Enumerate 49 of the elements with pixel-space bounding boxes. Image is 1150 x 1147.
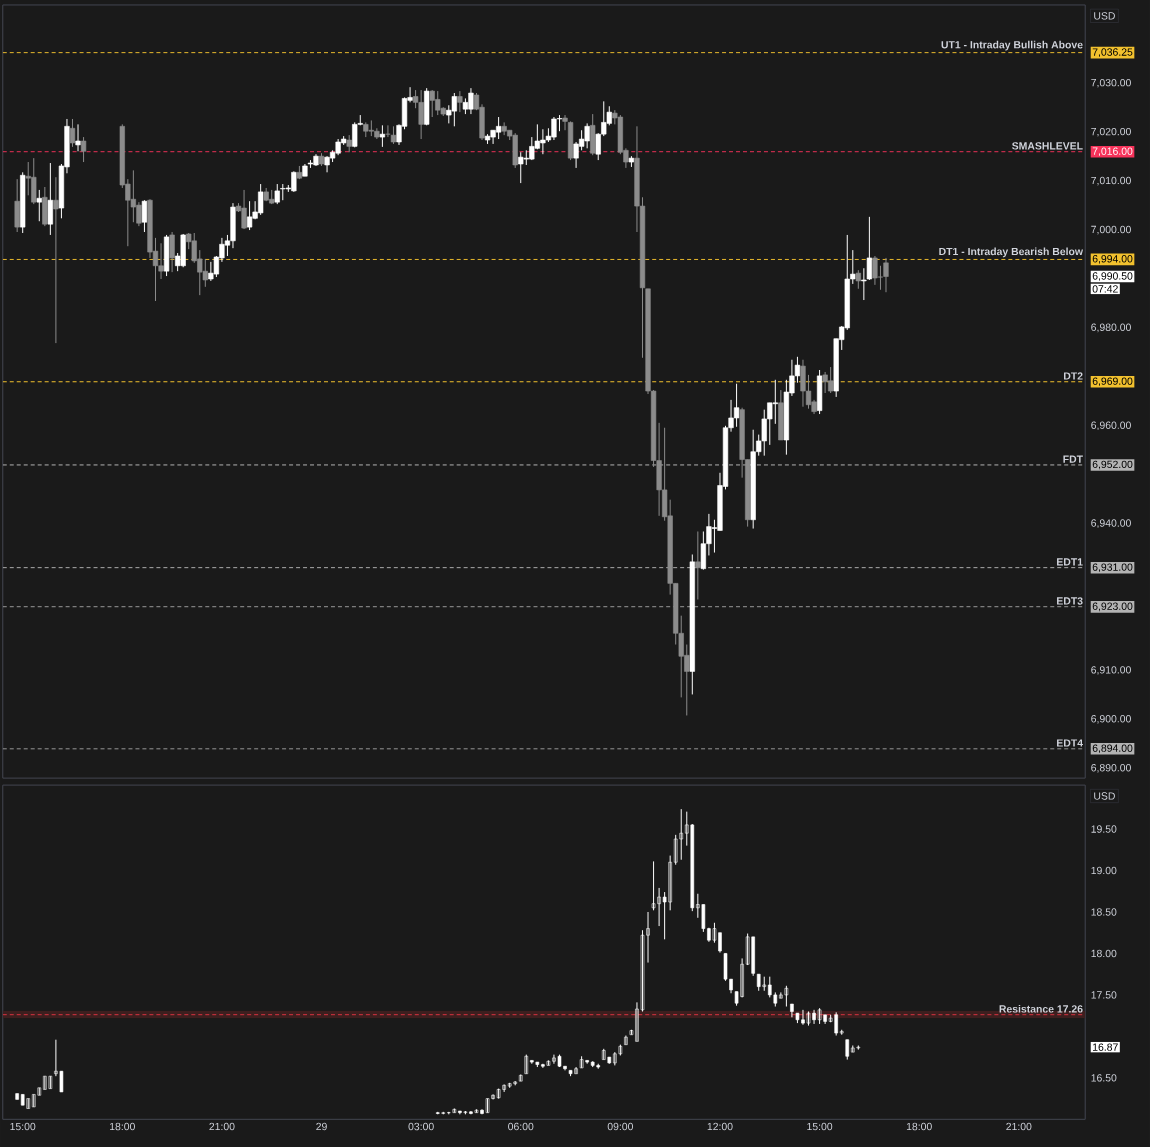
x-tick-label: 03:00 (408, 1122, 434, 1131)
ref-line-label: EDT3 (1057, 597, 1083, 605)
x-tick-label: 18:00 (110, 1122, 135, 1131)
x-tick-label: 15:00 (807, 1122, 833, 1131)
ref-line-label: UT1 - Intraday Bullish Above (941, 40, 1083, 51)
y-tick-label: 19.50 (1091, 825, 1117, 833)
y-tick-label: 6,931.00 (1092, 563, 1133, 572)
y-tick-label: 18.50 (1091, 908, 1117, 916)
y-tick-label: 7,030.00 (1091, 78, 1131, 88)
y-tick-label: 6,900.00 (1091, 714, 1131, 724)
y-tick-label: 19.00 (1091, 866, 1117, 875)
y-tick-label: 6,890.00 (1091, 763, 1131, 773)
text: 07:42 (1092, 285, 1118, 293)
y-tick-label: 6,923.00 (1092, 602, 1133, 612)
x-tick-label: 21:00 (1006, 1122, 1032, 1131)
y-tick-label: 7,010.00 (1091, 176, 1131, 186)
x-tick-label: 09:00 (607, 1122, 633, 1131)
y-tick-label: 6,980.00 (1091, 323, 1131, 333)
x-tick-label: 15:00 (10, 1122, 36, 1131)
y-tick-label: 7,016.00 (1092, 147, 1133, 156)
ref-line-label: EDT1 (1057, 558, 1083, 566)
ref-line-label: Resistance 17.26 (999, 1004, 1083, 1013)
x-tick-label: 06:00 (508, 1122, 534, 1131)
ref-line-label: DT2 (1064, 372, 1083, 380)
text: USD (1094, 792, 1115, 800)
y-tick-label: 16.87 (1093, 1043, 1118, 1051)
y-tick-label: 6,960.00 (1091, 421, 1131, 430)
ref-line-label: FDT (1063, 455, 1083, 463)
y-tick-label: 7,020.00 (1091, 127, 1131, 137)
y-tick-label: 6,969.00 (1092, 377, 1133, 386)
ref-line-label: DT1 - Intraday Bearish Below (939, 247, 1084, 258)
y-tick-label: 7,000.00 (1091, 225, 1131, 235)
y-tick-label: 6,952.00 (1092, 460, 1133, 470)
y-tick-label: 6,894.00 (1092, 744, 1133, 753)
y-tick-label: 6,990.50 (1092, 272, 1133, 281)
ref-line-label: EDT4 (1057, 739, 1083, 747)
ref-line-label: SMASHLEVEL (1012, 142, 1083, 150)
x-tick-label: 21:00 (209, 1122, 235, 1131)
y-tick-label: 17.50 (1091, 991, 1117, 999)
text: USD (1094, 12, 1115, 20)
y-tick-label: 16.50 (1091, 1074, 1117, 1082)
y-tick-label: 6,940.00 (1091, 519, 1131, 528)
x-tick-label: 29 (316, 1122, 327, 1131)
y-tick-label: 18.00 (1091, 949, 1117, 958)
y-tick-label: 7,036.25 (1092, 48, 1133, 57)
x-tick-label: 18:00 (906, 1122, 932, 1131)
y-tick-label: 6,994.00 (1092, 255, 1133, 264)
y-tick-label: 6,910.00 (1091, 666, 1131, 675)
x-tick-label: 12:00 (707, 1122, 733, 1131)
